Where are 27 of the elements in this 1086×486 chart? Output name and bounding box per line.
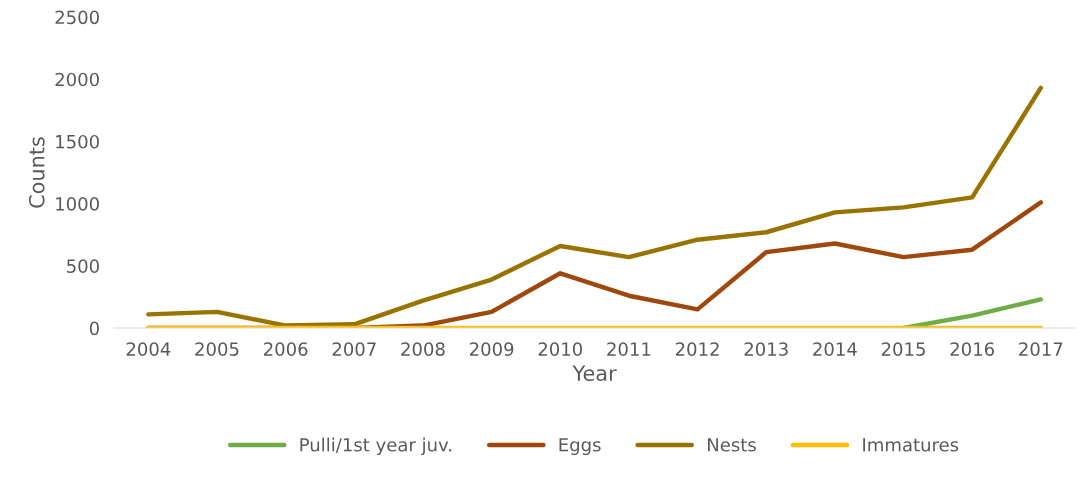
y-tick-label: 1500 — [56, 134, 99, 149]
x-tick-label: 2014 — [813, 342, 857, 356]
y-tick-label: 2500 — [55, 10, 99, 25]
x-tick-label: 2016 — [950, 342, 994, 356]
x-tick-label: 2015 — [881, 342, 925, 356]
line-series — [146, 85, 1044, 328]
x-tick-label: 2007 — [332, 342, 376, 356]
legend-label: Pulli/1st year juv. — [300, 437, 452, 456]
x-tick-label: 2006 — [264, 342, 308, 356]
x-tick-label: 2004 — [126, 342, 171, 356]
x-tick-label: 2017 — [1019, 342, 1063, 356]
x-tick-label: 2011 — [607, 342, 651, 356]
x-tick-label: 2012 — [675, 342, 719, 356]
legend-label: Nests — [708, 438, 756, 452]
y-tick-label: 500 — [67, 259, 99, 273]
y-axis-title: Counts — [28, 137, 45, 208]
x-tick-label: 2010 — [538, 342, 583, 356]
x-tick-label: 2008 — [401, 342, 445, 356]
x-axis-title: Year — [572, 365, 617, 382]
legend-label: Eggs — [559, 438, 601, 456]
y-tick-label: 0 — [89, 321, 99, 336]
legend-label: Immatures — [863, 438, 959, 452]
x-tick-label: 2009 — [469, 342, 514, 356]
x-tick-label: 2013 — [744, 342, 788, 356]
x-tick-label: 2005 — [195, 342, 239, 356]
y-tick-label: 2000 — [55, 72, 99, 87]
y-tick-label: 1000 — [56, 197, 99, 211]
